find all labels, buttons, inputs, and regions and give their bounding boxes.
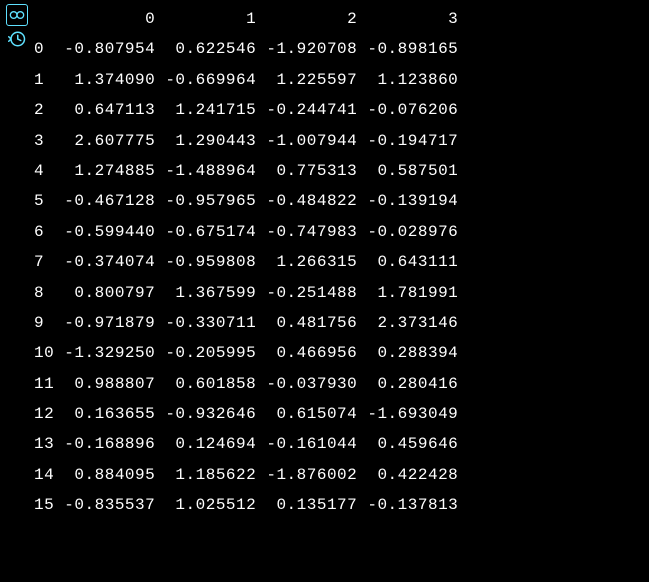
cell-output-gutter (6, 4, 28, 53)
history-icon (8, 30, 26, 48)
output-container: 0 1 2 3 0 -0.807954 0.622546 -1.920708 -… (0, 0, 649, 525)
dataframe-output: 0 1 2 3 0 -0.807954 0.622546 -1.920708 -… (34, 4, 458, 521)
link-icon (9, 10, 25, 20)
open-link-button[interactable] (6, 4, 28, 26)
history-button[interactable] (8, 30, 26, 53)
